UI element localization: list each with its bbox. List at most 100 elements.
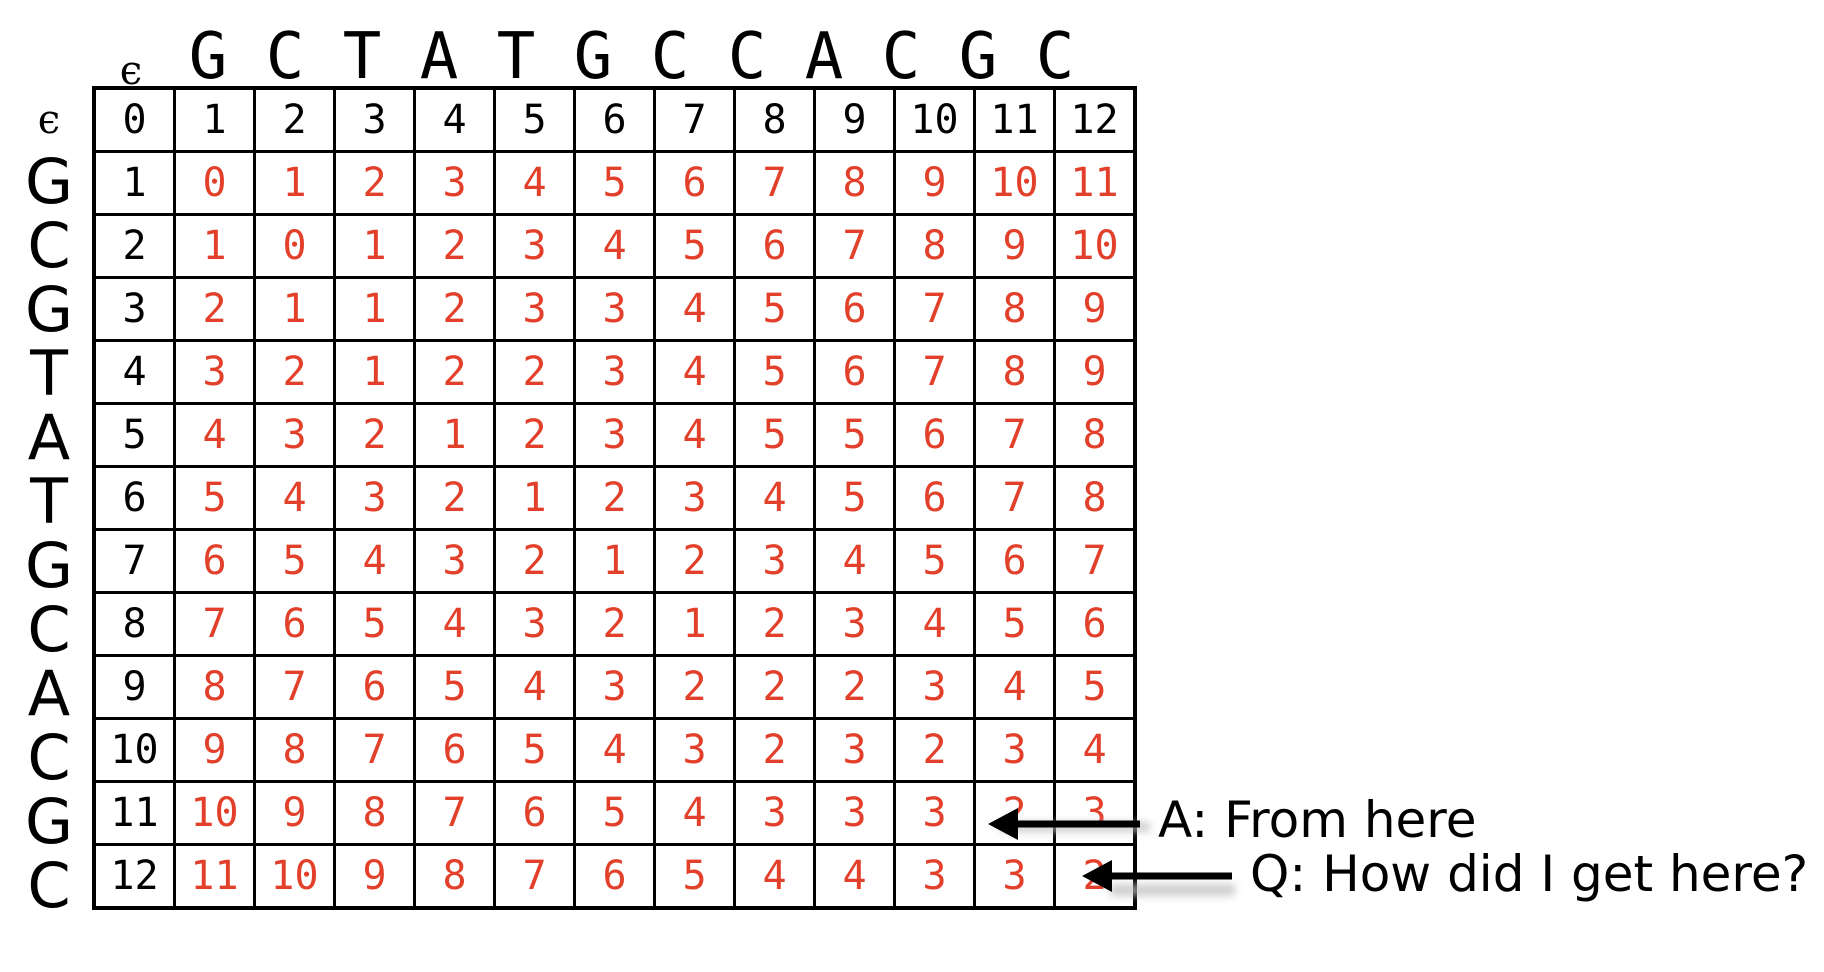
matrix-cell: 3 (733, 780, 816, 846)
matrix-cell: 9 (893, 150, 976, 216)
matrix-cell: 1 (253, 276, 336, 342)
matrix-cell: 11 (1053, 150, 1137, 216)
matrix-cell: 8 (973, 339, 1056, 405)
matrix-cell: 8 (333, 780, 416, 846)
row-header-a: A (27, 657, 71, 730)
matrix-cell: 5 (973, 591, 1056, 657)
matrix-cell: 3 (173, 339, 256, 405)
matrix-cell: 11 (173, 843, 256, 910)
matrix-cell: 6 (573, 843, 656, 910)
matrix-cell: 5 (413, 654, 496, 720)
matrix-cell: 10 (973, 150, 1056, 216)
matrix-cell: 4 (733, 465, 816, 531)
matrix-cell: 11 (973, 86, 1056, 153)
matrix-cell: 1 (173, 213, 256, 279)
matrix-cell: 9 (173, 717, 256, 783)
matrix-cell: 2 (173, 276, 256, 342)
matrix-cell: 3 (893, 654, 976, 720)
matrix-cell: 3 (573, 402, 656, 468)
matrix-cell: 2 (653, 528, 736, 594)
matrix-cell: 3 (333, 86, 416, 153)
matrix-cell: 1 (653, 591, 736, 657)
matrix-cell: 4 (253, 465, 336, 531)
matrix-cell: 4 (92, 339, 176, 405)
matrix-cell: 12 (1053, 86, 1137, 153)
matrix-cell: 5 (813, 465, 896, 531)
matrix-cell: 6 (893, 465, 976, 531)
matrix-cell: 2 (653, 654, 736, 720)
matrix-cell: 0 (173, 150, 256, 216)
matrix-cell: 5 (733, 339, 816, 405)
matrix-cell: 8 (813, 150, 896, 216)
matrix-cell: 8 (1053, 465, 1137, 531)
matrix-cell: 5 (653, 213, 736, 279)
table-row: 0 1 2 3 4 5 6 7 8 9 10 11 12 (92, 86, 1137, 153)
row-header-g: G (24, 273, 74, 346)
matrix-cell: 2 (493, 339, 576, 405)
question-arrowhead (1082, 860, 1112, 892)
matrix-cell: 10 (173, 780, 256, 846)
matrix-cell: 4 (653, 780, 736, 846)
matrix-cell: 6 (893, 402, 976, 468)
matrix-cell: 7 (92, 528, 176, 594)
matrix-cell: 6 (1053, 591, 1137, 657)
table-row: 2 1 0 1 2 3 4 5 6 7 8 9 10 (92, 213, 1137, 279)
matrix-cell: 6 (173, 528, 256, 594)
matrix-cell: 3 (573, 339, 656, 405)
matrix-cell: 9 (92, 654, 176, 720)
matrix-cell: 8 (253, 717, 336, 783)
row-header-c: C (27, 849, 71, 922)
matrix-cell: 2 (413, 339, 496, 405)
matrix-cell: 2 (573, 591, 656, 657)
matrix-cell: 4 (573, 213, 656, 279)
matrix-cell: 7 (813, 213, 896, 279)
matrix-cell: 6 (333, 654, 416, 720)
matrix-cell: 3 (493, 276, 576, 342)
matrix-cell: 3 (733, 528, 816, 594)
matrix-cell: 3 (973, 843, 1056, 910)
question-arrow-shadow (1110, 884, 1235, 896)
matrix-cell: 1 (573, 528, 656, 594)
matrix-cell: 6 (973, 528, 1056, 594)
matrix-cell: 1 (333, 339, 416, 405)
matrix-cell: 3 (413, 528, 496, 594)
matrix-cell: 5 (573, 780, 656, 846)
column-header-g: G (573, 20, 613, 94)
column-header-c: C (881, 20, 921, 94)
matrix-cell: 6 (573, 86, 656, 153)
matrix-cell: 4 (1053, 717, 1137, 783)
matrix-cell: 3 (973, 717, 1056, 783)
matrix-cell: 8 (92, 591, 176, 657)
column-header-c: C (650, 20, 690, 94)
matrix-cell: 3 (653, 465, 736, 531)
column-header-c: C (1035, 20, 1075, 94)
matrix-cell: 5 (733, 402, 816, 468)
matrix-cell: 5 (92, 402, 176, 468)
matrix-cell: 4 (493, 150, 576, 216)
matrix-cell: 7 (733, 150, 816, 216)
matrix-cell: 2 (893, 717, 976, 783)
matrix-cell: 10 (1053, 213, 1137, 279)
row-header-g: G (24, 785, 74, 858)
matrix-cell: 3 (813, 717, 896, 783)
matrix-cell: 2 (413, 465, 496, 531)
matrix-cell: 4 (493, 654, 576, 720)
matrix-cell: 3 (333, 465, 416, 531)
matrix-cell: 4 (653, 339, 736, 405)
matrix-cell: 3 (253, 402, 336, 468)
matrix-cell: 7 (653, 86, 736, 153)
matrix-cell: 9 (333, 843, 416, 910)
matrix-cell: 2 (573, 465, 656, 531)
matrix-cell: 10 (893, 86, 976, 153)
matrix-cell: 5 (813, 402, 896, 468)
matrix-cell: 3 (813, 780, 896, 846)
matrix-cell: 3 (573, 654, 656, 720)
matrix-cell: 2 (253, 339, 336, 405)
matrix-cell: 8 (973, 276, 1056, 342)
matrix-cell: 5 (253, 528, 336, 594)
matrix-cell: 4 (813, 528, 896, 594)
